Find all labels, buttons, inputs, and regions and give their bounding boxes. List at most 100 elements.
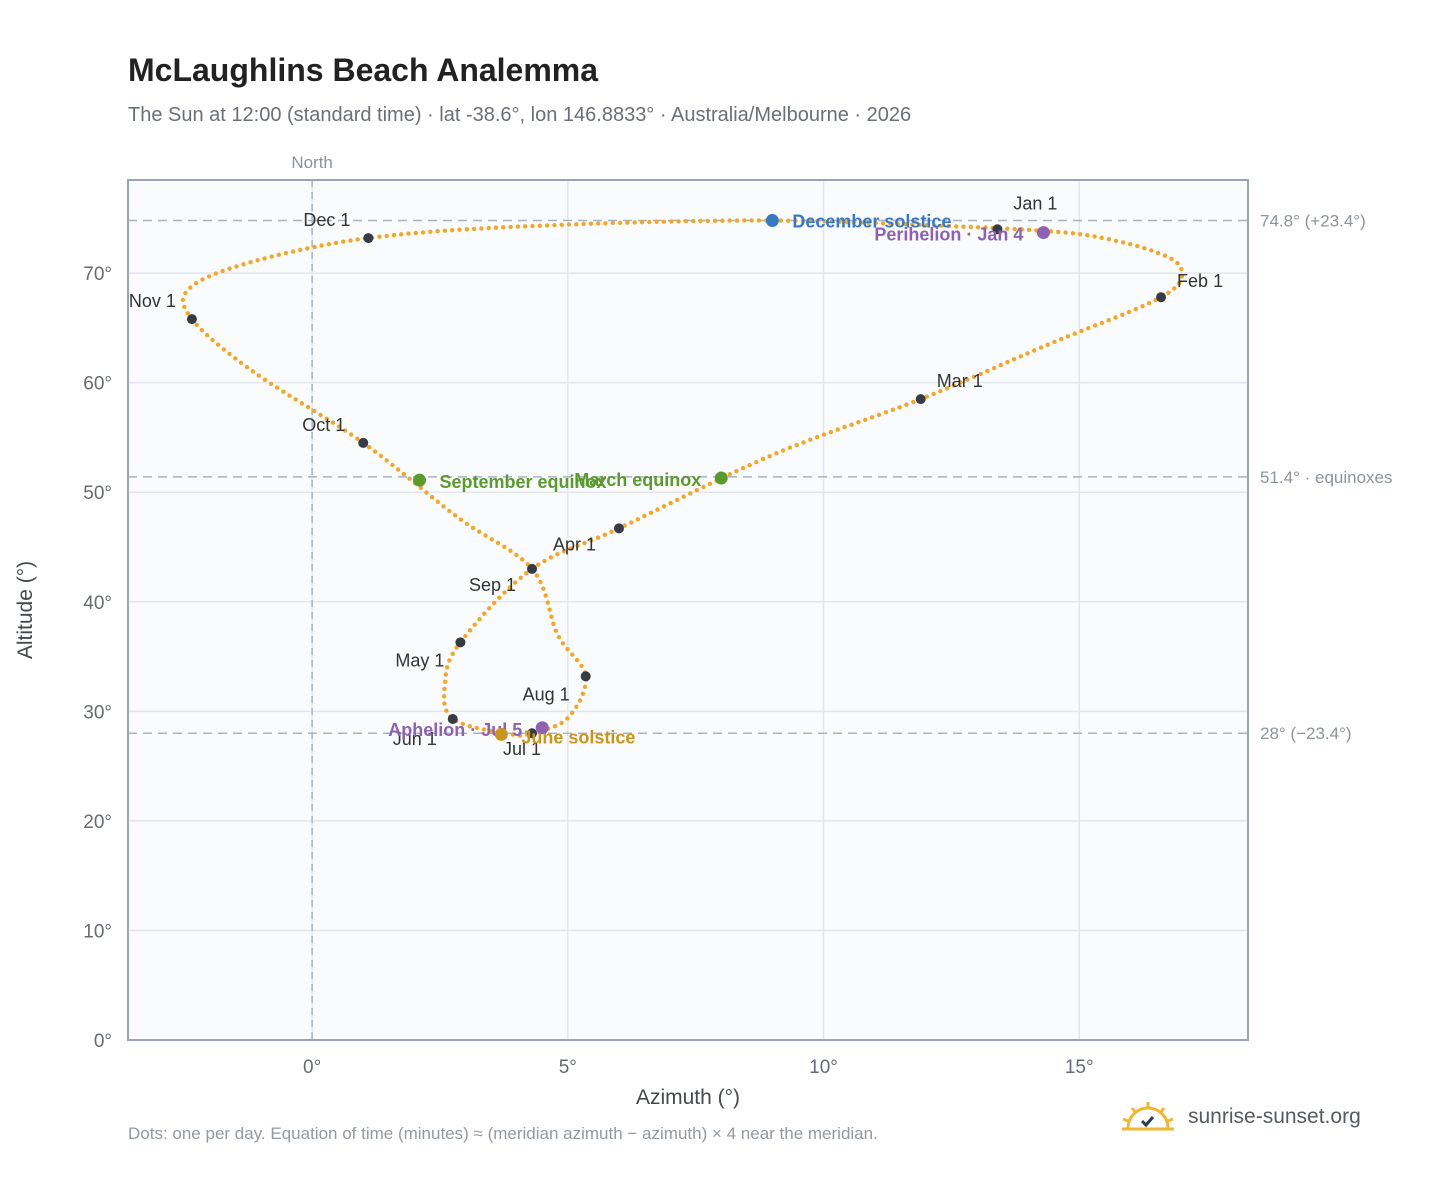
- daily-sun-dot: [319, 243, 324, 248]
- y-tick-label: 60°: [83, 374, 112, 395]
- daily-sun-dot: [180, 297, 186, 302]
- daily-sun-dot: [565, 716, 570, 721]
- daily-sun-dot: [849, 422, 854, 427]
- daily-sun-dot: [290, 249, 296, 254]
- daily-sun-dot: [188, 285, 193, 290]
- brand[interactable]: sunrise-sunset.org: [1120, 1100, 1361, 1134]
- daily-sun-dot: [1019, 227, 1024, 232]
- daily-sun-dot: [262, 377, 268, 382]
- daily-sun-dot: [924, 394, 929, 399]
- daily-sun-dot: [828, 429, 834, 435]
- month-label: May 1: [395, 650, 444, 670]
- daily-sun-dot: [523, 224, 528, 229]
- daily-sun-dot: [863, 417, 868, 422]
- reference-line-label: 28° (−23.4°): [1260, 724, 1352, 743]
- daily-sun-dot: [1099, 320, 1105, 326]
- daily-sun-dot: [951, 383, 956, 388]
- daily-sun-dot: [194, 322, 199, 327]
- daily-sun-dot: [395, 467, 401, 472]
- daily-sun-dot: [998, 362, 1003, 368]
- daily-sun-dot: [305, 246, 310, 251]
- daily-sun-dot: [413, 230, 418, 236]
- daily-sun-dot: [1175, 260, 1180, 266]
- daily-sun-dot: [582, 684, 588, 689]
- daily-sun-dot: [931, 391, 936, 397]
- daily-sun-dot: [372, 449, 378, 454]
- daily-sun-dot: [502, 544, 507, 549]
- daily-sun-dot: [778, 218, 784, 223]
- daily-sun-dot: [515, 224, 521, 229]
- daily-sun-dot: [355, 237, 360, 242]
- daily-sun-dot: [483, 533, 488, 538]
- daily-sun-dot: [767, 454, 772, 459]
- daily-sun-dot: [534, 573, 540, 578]
- daily-sun-dot: [324, 416, 329, 421]
- daily-sun-dot: [299, 401, 305, 406]
- daily-sun-dot: [377, 234, 382, 239]
- daily-sun-dot: [341, 239, 346, 244]
- daily-sun-dot: [220, 268, 225, 274]
- daily-sun-dot: [1155, 250, 1161, 256]
- daily-sun-dot: [1092, 323, 1098, 328]
- daily-sun-dot: [458, 517, 464, 522]
- daily-sun-dot: [1106, 318, 1111, 323]
- daily-sun-dot: [681, 494, 686, 499]
- month-label: Mar 1: [937, 371, 983, 391]
- daily-sun-dot: [625, 220, 630, 225]
- daily-sun-dot: [227, 351, 232, 357]
- daily-sun-dot: [705, 218, 710, 224]
- daily-sun-dot: [1142, 246, 1147, 251]
- daily-sun-dot: [399, 232, 404, 237]
- daily-sun-dot: [985, 368, 990, 374]
- daily-sun-dot: [1113, 315, 1118, 320]
- daily-sun-dot: [707, 481, 713, 486]
- daily-sun-dot: [574, 222, 579, 227]
- daily-sun-dot: [467, 724, 472, 729]
- daily-sun-dot: [1120, 312, 1125, 317]
- daily-sun-dot: [756, 218, 762, 223]
- daily-sun-dot: [822, 219, 827, 224]
- daily-sun-dot: [548, 555, 554, 560]
- daily-sun-dot: [917, 222, 922, 227]
- plot-area: [128, 180, 1248, 1040]
- daily-sun-dot: [720, 218, 725, 223]
- month-label: Aug 1: [523, 684, 570, 704]
- y-tick-label: 40°: [83, 593, 112, 614]
- daily-sun-dot: [241, 262, 246, 267]
- daily-sun-dot: [844, 219, 849, 225]
- daily-sun-dot: [312, 244, 317, 250]
- daily-sun-dot: [262, 256, 267, 261]
- x-tick-label: 15°: [1065, 1057, 1094, 1078]
- daily-sun-dot: [349, 432, 354, 437]
- daily-sun-dot: [1172, 286, 1177, 291]
- daily-sun-dot: [424, 490, 429, 495]
- daily-sun-dot: [227, 266, 232, 271]
- chart-title: McLaughlins Beach Analemma: [128, 52, 599, 88]
- daily-sun-dot: [754, 459, 759, 465]
- event-label: Perihelion · Jan 4: [874, 225, 1023, 245]
- month-marker: [527, 563, 538, 574]
- daily-sun-dot: [1065, 334, 1071, 339]
- daily-sun-dot: [570, 652, 575, 657]
- month-label: Oct 1: [302, 415, 345, 435]
- daily-sun-dot: [502, 590, 507, 595]
- daily-sun-dot: [472, 622, 477, 627]
- chart-subtitle: The Sun at 12:00 (standard time) · lat -…: [128, 104, 912, 126]
- daily-sun-dot: [447, 508, 452, 514]
- daily-sun-dot: [800, 218, 805, 224]
- month-marker: [447, 714, 458, 725]
- daily-sun-dot: [880, 221, 886, 226]
- daily-sun-dot: [1072, 331, 1077, 336]
- daily-sun-dot: [378, 453, 384, 459]
- daily-sun-dot: [256, 373, 261, 378]
- daily-sun-dot: [1126, 309, 1132, 315]
- daily-sun-dot: [596, 221, 601, 226]
- daily-sun-dot: [355, 436, 360, 441]
- daily-sun-dot: [210, 337, 215, 343]
- daily-sun-dot: [734, 218, 740, 223]
- daily-sun-dot: [602, 532, 607, 537]
- daily-sun-dot: [418, 485, 423, 491]
- y-tick-label: 0°: [94, 1031, 112, 1052]
- daily-sun-dot: [559, 222, 564, 227]
- daily-sun-dot: [856, 420, 861, 425]
